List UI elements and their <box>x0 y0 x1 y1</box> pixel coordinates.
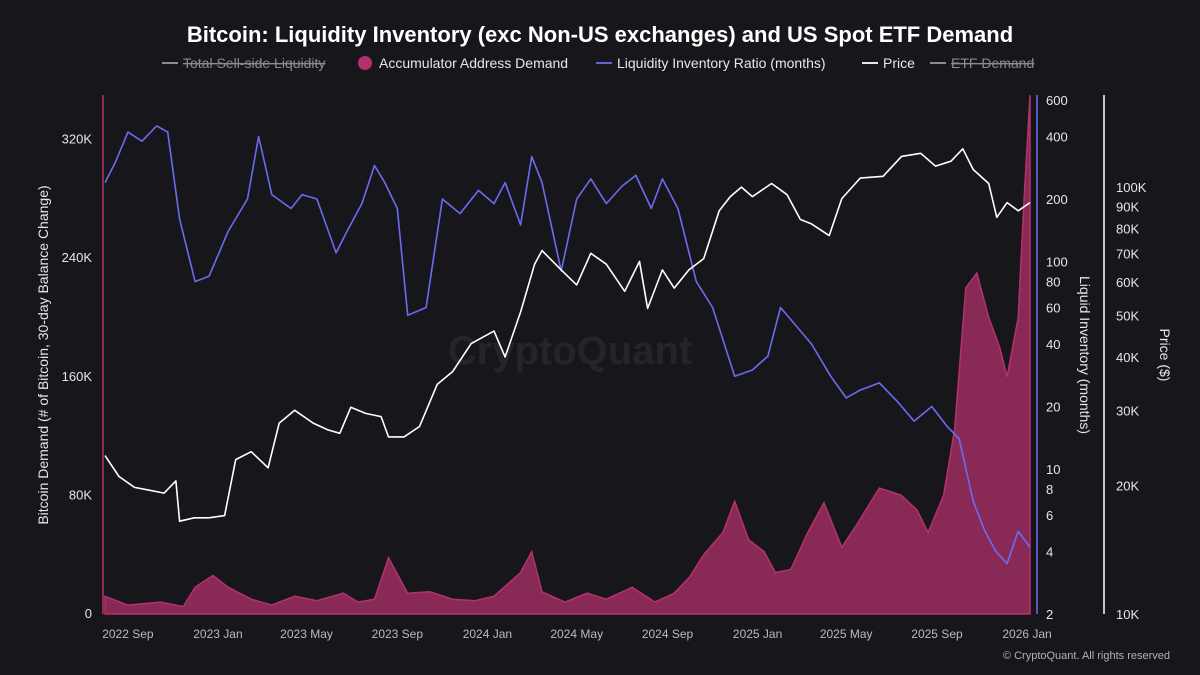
axes <box>102 95 1105 614</box>
left-tick-label: 0 <box>85 606 92 621</box>
legend-item[interactable]: ETF Demand <box>930 55 1034 71</box>
x-tick-label: 2024 Jan <box>463 627 512 641</box>
inventory-tick-label: 2 <box>1046 607 1053 622</box>
legend-item[interactable]: Total Sell-side Liquidity <box>162 55 325 71</box>
inventory-tick-label: 200 <box>1046 192 1068 207</box>
right-axis-price-label: Price ($) <box>1157 329 1173 382</box>
x-tick-label: 2025 Jan <box>733 627 782 641</box>
legend-label: Accumulator Address Demand <box>379 55 568 71</box>
copyright: © CryptoQuant. All rights reserved <box>1003 650 1170 662</box>
left-tick-label: 240K <box>62 250 93 265</box>
inventory-tick-label: 100 <box>1046 254 1068 269</box>
price-tick-label: 40K <box>1116 350 1139 365</box>
left-tick-label: 160K <box>62 369 93 384</box>
inventory-ratio-line <box>104 125 1031 565</box>
chart-title: Bitcoin: Liquidity Inventory (exc Non-US… <box>187 22 1013 47</box>
legend-label: Price <box>883 55 915 71</box>
legend-label: Liquidity Inventory Ratio (months) <box>617 55 826 71</box>
inventory-tick-label: 20 <box>1046 400 1060 415</box>
price-tick-label: 100K <box>1116 180 1147 195</box>
legend-item[interactable]: Price <box>862 55 915 71</box>
inventory-tick-label: 600 <box>1046 93 1068 108</box>
price-tick-label: 80K <box>1116 222 1139 237</box>
legend-item[interactable]: Liquidity Inventory Ratio (months) <box>596 55 826 71</box>
price-tick-label: 70K <box>1116 246 1139 261</box>
x-tick-label: 2023 Jan <box>193 627 242 641</box>
demand-area <box>104 95 1031 615</box>
right-axis-inventory-label: Liquid Inventory (months) <box>1077 276 1093 434</box>
inventory-tick-label: 8 <box>1046 482 1053 497</box>
area-layer <box>104 95 1031 615</box>
x-tick-label: 2023 May <box>280 627 333 641</box>
legend: Total Sell-side Liquidity Accumulator Add… <box>162 55 1034 71</box>
x-tick-label: 2025 Sep <box>911 627 963 641</box>
line-layer <box>104 125 1031 565</box>
left-axis-label: Bitcoin Demand (# of Bitcoin, 30-day Bal… <box>35 185 51 524</box>
x-tick-label: 2024 Sep <box>642 627 694 641</box>
price-tick-label: 30K <box>1116 403 1139 418</box>
x-tick-label: 2025 May <box>820 627 873 641</box>
left-tick-label: 320K <box>62 132 93 147</box>
price-tick-label: 60K <box>1116 275 1139 290</box>
x-tick-label: 2026 Jan <box>1002 627 1051 641</box>
tick-labels: 0 80K 160K 240K 320K 2 4 6 8 10 20 40 60 80 100 200 400 6… <box>62 93 1147 641</box>
inventory-tick-label: 400 <box>1046 130 1068 145</box>
legend-label: ETF Demand <box>951 55 1034 71</box>
price-tick-label: 20K <box>1116 479 1139 494</box>
inventory-tick-label: 4 <box>1046 545 1053 560</box>
legend-label: Total Sell-side Liquidity <box>183 55 325 71</box>
price-line <box>104 148 1031 522</box>
watermark: CryptoQuant <box>448 329 692 373</box>
price-tick-label: 10K <box>1116 607 1139 622</box>
legend-marker <box>358 56 372 70</box>
inventory-tick-label: 60 <box>1046 300 1060 315</box>
price-tick-label: 50K <box>1116 309 1139 324</box>
left-tick-label: 80K <box>69 487 92 502</box>
inventory-tick-label: 40 <box>1046 337 1060 352</box>
price-tick-label: 90K <box>1116 200 1139 215</box>
inventory-tick-label: 10 <box>1046 462 1060 477</box>
x-tick-label: 2023 Sep <box>372 627 424 641</box>
x-tick-label: 2022 Sep <box>102 627 154 641</box>
x-tick-label: 2024 May <box>550 627 603 641</box>
inventory-tick-label: 80 <box>1046 275 1060 290</box>
legend-item[interactable]: Accumulator Address Demand <box>358 55 568 71</box>
inventory-tick-label: 6 <box>1046 508 1053 523</box>
